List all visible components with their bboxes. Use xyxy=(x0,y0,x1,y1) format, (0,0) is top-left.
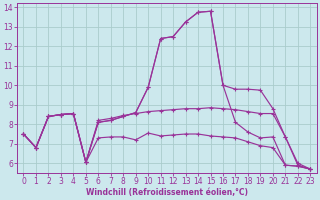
X-axis label: Windchill (Refroidissement éolien,°C): Windchill (Refroidissement éolien,°C) xyxy=(86,188,248,197)
